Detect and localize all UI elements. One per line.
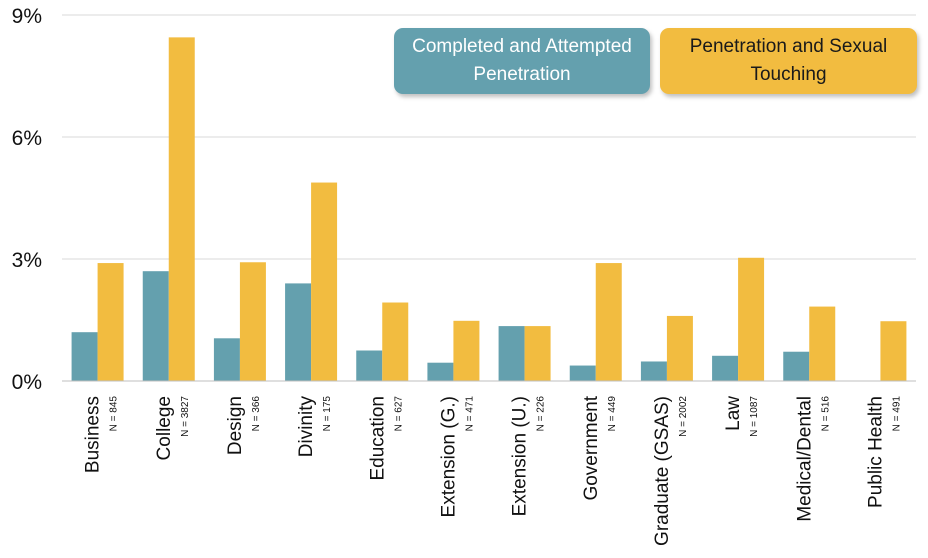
category-count-label: N = 516	[820, 396, 831, 432]
category-label: College	[154, 396, 175, 460]
category-count-label: N = 2002	[678, 396, 689, 437]
bar-penetration	[213, 338, 240, 381]
category-label: Business	[83, 396, 104, 473]
category-label: Government	[581, 395, 602, 500]
bar-touching	[738, 257, 765, 381]
category-label: Extension (G.)	[438, 396, 459, 517]
bar-touching	[453, 320, 480, 381]
legend-label-gold: Penetration and Sexual Touching	[689, 36, 888, 85]
category-count-label: N = 3827	[180, 396, 191, 437]
legend-penetration-sexual-touching: Penetration and Sexual Touching	[660, 28, 917, 94]
bar-touching	[168, 37, 195, 381]
bars	[71, 37, 907, 381]
bar-penetration	[640, 361, 667, 381]
category-label: Public Health	[865, 396, 886, 508]
y-tick-label: 6%	[12, 127, 42, 150]
x-axis: Business N = 845 College N = 3827 Design N = …	[62, 380, 916, 546]
legend-completed-attempted-penetration: Completed and Attempted Penetration	[394, 28, 650, 94]
category-count-label: N = 491	[891, 396, 902, 432]
bar-penetration	[285, 283, 312, 381]
bar-touching	[524, 326, 551, 381]
bar-touching	[880, 321, 907, 381]
bar-penetration	[356, 350, 383, 381]
category-count-label: N = 845	[109, 396, 120, 432]
category-count-label: N = 175	[322, 396, 333, 432]
category-count-label: N = 226	[536, 396, 547, 432]
gridlines	[62, 14, 916, 260]
category-label: Education	[367, 396, 388, 481]
bar-penetration	[427, 362, 454, 381]
y-tick-label: 0%	[12, 371, 42, 394]
category-count-label: N = 627	[393, 396, 404, 432]
bar-penetration	[569, 365, 596, 381]
y-tick-label: 9%	[12, 5, 42, 28]
bar-touching	[809, 306, 836, 381]
bar-penetration	[142, 271, 169, 381]
category-label: Extension (U.)	[510, 396, 531, 516]
category-label: Law	[723, 396, 744, 431]
bar-penetration	[783, 351, 810, 381]
category-label: Divinity	[296, 396, 317, 458]
category-label: Design	[225, 396, 246, 455]
bar-penetration	[71, 332, 98, 381]
category-label: Medical/Dental	[794, 396, 815, 522]
bar-touching	[666, 315, 693, 381]
bar-penetration	[712, 355, 739, 381]
category-count-label: N = 366	[251, 396, 262, 432]
bar-touching	[239, 262, 266, 381]
category-count-label: N = 471	[464, 396, 475, 432]
bar-touching	[97, 263, 124, 381]
legend-label-teal: Completed and Attempted Penetration	[412, 36, 632, 85]
category-count-label: N = 449	[607, 396, 618, 432]
category-count-label: N = 1087	[749, 396, 760, 437]
y-tick-label: 3%	[12, 249, 42, 272]
bar-penetration	[498, 326, 525, 381]
bar-touching	[382, 302, 409, 381]
bar-touching	[311, 182, 338, 381]
y-axis: 0% 3% 6% 9%	[12, 5, 42, 394]
category-label: Graduate (GSAS)	[652, 396, 673, 546]
bar-touching	[595, 263, 622, 381]
